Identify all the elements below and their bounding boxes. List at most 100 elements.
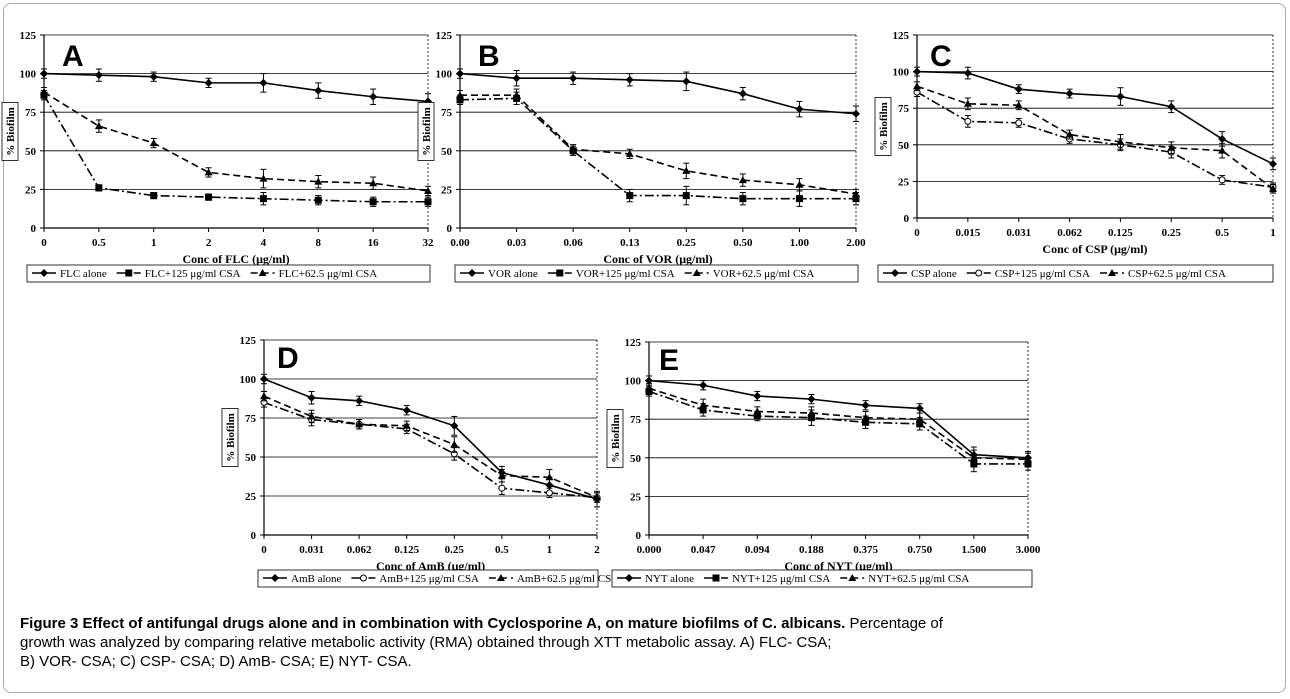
y-tick-label: 100 — [625, 376, 642, 388]
data-point — [569, 74, 578, 83]
y-tick-label: 50 — [898, 140, 910, 152]
data-point — [95, 184, 103, 192]
legend-marker — [271, 574, 279, 582]
x-tick-label: 1 — [547, 544, 553, 556]
legend-marker — [258, 269, 267, 276]
legend-d: AmB alone AmB+125 μg/ml CSA AmB+62.5 μg/ml… — [257, 569, 619, 588]
data-point — [1014, 85, 1023, 94]
x-tick-label: 0.03 — [507, 237, 527, 249]
series-line — [916, 91, 1274, 189]
series-amb-62-5-g-ml-csa — [260, 390, 601, 503]
y-axis-title-box — [874, 97, 892, 156]
chart-panel-b: 0 25 50 75 100 125 0.00 0.03 0.06 0.13 0.25 0.50 1.0… — [417, 30, 866, 283]
data-point — [915, 404, 924, 413]
data-point — [1116, 92, 1125, 101]
series-line — [43, 72, 429, 103]
data-point — [259, 195, 267, 203]
series-line — [459, 97, 856, 200]
caption-title: Figure 3 Effect of antifungal drugs alon… — [20, 615, 846, 632]
data-point — [456, 69, 464, 78]
data-point — [369, 92, 378, 101]
data-point — [450, 440, 459, 448]
data-point — [963, 69, 972, 78]
chart-panel-d: 0 25 50 75 100 125 0 0.031 0.062 0.125 0.25 0.5 1 2 Co… — [221, 335, 619, 588]
legend-b: VOR alone VOR+125 μg/ml CSA VOR+62.5 μg/ml… — [454, 264, 859, 283]
x-tick-label: 0.031 — [299, 544, 324, 556]
data-point — [355, 420, 364, 428]
data-point — [497, 471, 506, 479]
data-point — [260, 392, 268, 400]
y-axis-title-box — [417, 102, 435, 161]
y-tick-label: 0 — [904, 213, 910, 225]
y-tick-label: 50 — [441, 146, 453, 158]
chart-panel-e: 0 25 50 75 100 125 0.000 0.047 0.094 0.188 0.375 0.… — [606, 337, 1041, 588]
legend-label: CSP alone — [911, 268, 957, 280]
data-point — [1218, 134, 1227, 143]
legend-label: FLC+125 μg/ml CSA — [145, 268, 241, 280]
data-point — [807, 409, 816, 417]
y-tick-label: 0 — [31, 223, 37, 235]
legend-label: VOR+62.5 μg/ml CSA — [713, 268, 815, 280]
data-point — [307, 412, 316, 420]
y-tick-label: 50 — [630, 453, 642, 465]
series-line — [459, 72, 857, 115]
panel-letter: C — [930, 40, 952, 73]
y-tick-label: 0 — [251, 530, 257, 542]
series-vor-62-5-g-ml-csa — [456, 88, 860, 200]
series-line — [263, 395, 598, 499]
data-point — [1024, 455, 1032, 463]
y-tick-label: 125 — [625, 337, 642, 349]
series-line — [43, 94, 428, 203]
x-tick-label: 0.750 — [907, 544, 932, 556]
legend-marker — [975, 269, 983, 277]
data-point — [424, 198, 432, 206]
legend-label: CSP+125 μg/ml CSA — [995, 268, 1090, 280]
data-point — [861, 413, 870, 421]
y-tick-label: 125 — [20, 30, 37, 42]
legend-box — [454, 264, 859, 283]
caption-line-1: Figure 3 Effect of antifungal drugs alon… — [20, 614, 1275, 633]
legend-label: FLC alone — [60, 268, 107, 280]
data-point — [1167, 143, 1176, 151]
data-point — [1116, 137, 1125, 145]
caption-line-1-rest: Percentage of — [845, 615, 943, 632]
data-point — [149, 139, 158, 147]
x-tick-label: 0.25 — [1162, 227, 1182, 239]
x-tick-label: 0.125 — [394, 544, 419, 556]
x-axis-title: Conc of CSP (μg/ml) — [1042, 242, 1147, 256]
x-tick-label: 0.094 — [745, 544, 770, 556]
y-tick-label: 100 — [436, 69, 453, 81]
data-point — [852, 109, 860, 118]
figure-frame — [3, 3, 1286, 693]
y-axis-title: % Biofilm — [878, 102, 890, 151]
data-point — [969, 453, 978, 461]
data-point — [402, 421, 411, 429]
x-tick-label: 0.5 — [1215, 227, 1229, 239]
x-tick-label: 0.062 — [347, 544, 372, 556]
data-point — [625, 75, 634, 84]
legend-box — [257, 569, 599, 588]
panel-letter: E — [659, 344, 679, 377]
data-point — [1065, 89, 1074, 98]
series-line — [648, 379, 1029, 459]
data-point — [450, 421, 459, 430]
x-tick-label: 0.5 — [92, 237, 106, 249]
x-tick-label: 0.375 — [853, 544, 878, 556]
legend-label: VOR+125 μg/ml CSA — [576, 268, 675, 280]
x-tick-label: 32 — [423, 237, 435, 249]
series-line — [43, 91, 429, 192]
x-tick-label: 1.500 — [961, 544, 986, 556]
series-csp-alone — [913, 66, 1277, 171]
series-line — [263, 378, 598, 500]
data-point — [1218, 146, 1227, 154]
data-point — [964, 117, 972, 125]
x-tick-label: 0.015 — [955, 227, 980, 239]
y-axis-title-box — [1, 102, 19, 161]
data-point — [1218, 176, 1226, 184]
x-axis-title: Conc of FLC (μg/ml) — [182, 252, 289, 266]
y-tick-label: 100 — [240, 374, 257, 386]
data-point — [205, 193, 213, 201]
data-point — [682, 77, 691, 86]
x-tick-label: 0.13 — [620, 237, 640, 249]
